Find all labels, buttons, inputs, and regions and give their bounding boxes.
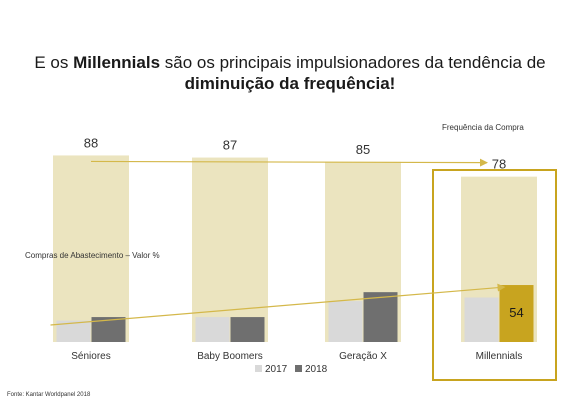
title-part2: são os principais impulsionadores da ten… bbox=[160, 53, 546, 72]
frequency-trend-arrow bbox=[90, 158, 488, 167]
legend-swatch-2018 bbox=[295, 365, 302, 372]
chart-title: E os Millennials são os principais impul… bbox=[0, 52, 580, 94]
legend-label-2018: 2018 bbox=[305, 364, 328, 375]
frequency-value-label: 88 bbox=[84, 135, 98, 150]
category-label: Millennials bbox=[476, 351, 523, 362]
frequency-bar bbox=[192, 157, 268, 342]
frequency-value-label: 85 bbox=[356, 142, 370, 157]
value-trend-arrow bbox=[50, 283, 506, 326]
title-bold2: diminuição da frequência! bbox=[184, 74, 396, 93]
bar-2017 bbox=[464, 297, 499, 342]
frequency-bar bbox=[53, 155, 129, 342]
bar-2017 bbox=[328, 301, 363, 342]
frequency-value-label: 87 bbox=[223, 138, 237, 153]
legend-swatch-2017 bbox=[255, 365, 262, 372]
bar-2017 bbox=[56, 320, 91, 342]
legend-label-2017: 2017 bbox=[265, 364, 288, 375]
frequency-series-label: Frequência da Compra bbox=[442, 123, 524, 132]
value-series-label: Compras de Abastecimento – Valor % bbox=[25, 251, 160, 260]
bar-2018 bbox=[363, 292, 398, 342]
highlight-box-millennials bbox=[432, 169, 557, 381]
annotated-value-label: 54 bbox=[509, 305, 523, 320]
title-part1: E os bbox=[34, 53, 74, 72]
category-label: Geração X bbox=[339, 351, 387, 362]
bar-2018 bbox=[499, 285, 534, 342]
category-label: Séniores bbox=[71, 351, 110, 362]
category-label: Baby Boomers bbox=[197, 351, 263, 362]
bar-2017 bbox=[195, 317, 230, 342]
frequency-value-label: 78 bbox=[492, 157, 506, 172]
source-note: Fonte: Kantar Worldpanel 2018 bbox=[7, 392, 91, 398]
title-bold1: Millennials bbox=[73, 53, 161, 72]
bar-2018 bbox=[230, 317, 265, 342]
